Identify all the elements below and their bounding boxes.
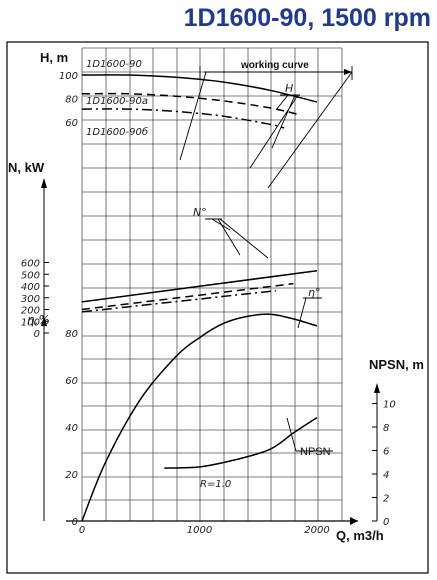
power-axis-arrow <box>41 178 47 188</box>
power-tick-label: 500 <box>21 270 40 281</box>
x-axis-arrow <box>350 517 358 525</box>
head-tick-label: 60 <box>65 118 78 129</box>
power-curve-1 <box>81 269 318 303</box>
npsh-tick-label: 0 <box>383 517 389 528</box>
power-axis-label: N, kW <box>8 160 45 175</box>
npsh-tick-label: 6 <box>383 447 389 458</box>
efficiency-curve-1 <box>81 313 318 522</box>
efficiency-tick-label: 0 <box>72 517 78 528</box>
head-curve-2 <box>81 92 301 116</box>
efficiency-curve-marker: η° <box>308 286 320 299</box>
npsh-tick-label: 4 <box>383 470 389 481</box>
head-tick-label: 100 <box>59 71 78 82</box>
chart-frame <box>6 41 429 574</box>
chart-labels: H, m N, kW η,% NPSN, m Q, m3/h working c… <box>8 50 424 543</box>
npsh-marker-leaders <box>286 417 333 452</box>
npsh-annotation: R=1.0 <box>200 479 231 490</box>
power-tick-label: 300 <box>21 294 40 305</box>
chart-curves <box>81 66 353 522</box>
npsh-axis-arrow <box>374 383 380 393</box>
series-label-1d1600-90a: 1D1600-90a <box>86 96 148 107</box>
series-label-1d1600-90: 1D1600-90 <box>86 59 142 70</box>
chart-grid <box>41 47 380 525</box>
working-curve-label: working curve <box>240 60 309 71</box>
series-label-1d1600-90b: 1D1600-90б <box>86 126 148 138</box>
head-tick-label: 80 <box>65 95 78 106</box>
x-tick-label: 1000 <box>187 525 212 536</box>
working-curve-leaders <box>179 71 353 189</box>
power-curve-marker: N° <box>193 206 207 219</box>
efficiency-tick-label: 60 <box>65 376 78 387</box>
head-axis-label: H, m <box>40 50 68 65</box>
power-marker-leaders <box>205 218 269 259</box>
npsh-curve-1 <box>164 416 318 469</box>
npsh-tick-label: 2 <box>383 494 389 505</box>
power-tick-label: 400 <box>21 282 40 293</box>
efficiency-axis-label: η,% <box>27 313 50 327</box>
npsh-tick-label: 10 <box>383 400 396 411</box>
efficiency-marker-leaders <box>297 297 322 329</box>
efficiency-tick-label: 40 <box>65 423 78 434</box>
x-tick-label: 0 <box>79 525 85 536</box>
power-tick-label: 0 <box>34 329 40 340</box>
working-curve-arrow <box>344 69 352 75</box>
head-curve-1 <box>81 74 318 103</box>
npsh-axis-label: NPSN, m <box>369 357 424 372</box>
working-curve-bracket <box>199 66 353 80</box>
power-tick-label: 600 <box>21 259 40 270</box>
head-marker-leaders <box>249 94 300 169</box>
power-curve-3 <box>81 289 276 313</box>
power-curve-2 <box>81 282 294 311</box>
npsh-tick-label: 8 <box>383 423 389 434</box>
x-axis-label: Q, m3/h <box>336 528 384 543</box>
power-tick-label: 100 <box>21 317 40 328</box>
x-tick-label: 2000 <box>304 525 329 536</box>
head-curve-3 <box>81 108 285 129</box>
page-title: 1D1600-90, 1500 rpm <box>183 4 431 32</box>
power-tick-label: 200 <box>21 306 40 317</box>
head-curve-marker: H <box>285 82 293 95</box>
npsh-curve-marker: NPSN <box>300 446 331 458</box>
efficiency-tick-label: 20 <box>65 470 78 481</box>
efficiency-tick-label: 80 <box>65 329 78 340</box>
